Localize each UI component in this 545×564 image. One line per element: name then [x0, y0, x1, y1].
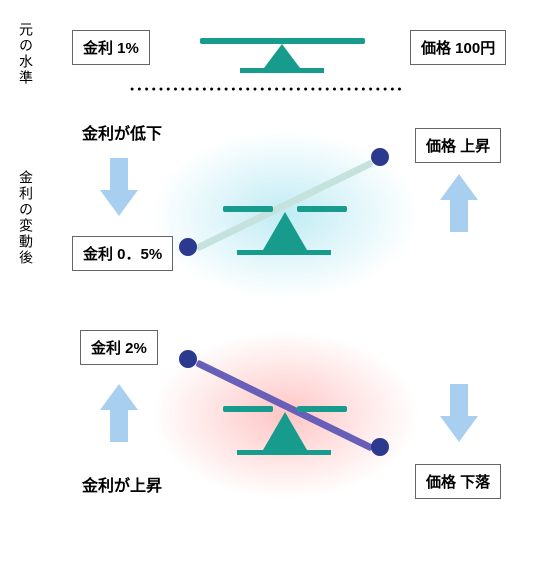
- seesaw-base: [237, 250, 331, 255]
- title-rate-up: 金利が上昇: [82, 472, 162, 496]
- section-label-after-change: 金利の変動後: [16, 170, 36, 266]
- seesaw-rate-up: [185, 340, 385, 480]
- seesaw-stub-right: [297, 206, 347, 212]
- title-rate-down: 金利が低下: [82, 120, 162, 144]
- seesaw-baseline: [200, 26, 365, 81]
- seesaw-ball-left: [179, 238, 197, 256]
- arrow-down-icon: [100, 158, 138, 216]
- box-base-rate: 金利 1%: [72, 30, 150, 65]
- seesaw-stub-right: [297, 406, 347, 412]
- seesaw-stub-left: [223, 206, 273, 212]
- divider-dots: ●●●●●●●●●●●●●●●●●●●●●●●●●●●●●●●●●●●●●●: [130, 86, 500, 93]
- section-label-baseline: 元の水準: [16, 22, 36, 86]
- seesaw-ball-left: [179, 350, 197, 368]
- seesaw-stub-left: [223, 406, 273, 412]
- arrow-up-icon: [100, 384, 138, 442]
- seesaw-base: [240, 68, 324, 73]
- seesaw-fulcrum: [263, 412, 307, 450]
- seesaw-ball-right: [371, 438, 389, 456]
- box-rate-2pct: 金利 2%: [80, 330, 158, 365]
- seesaw-fulcrum: [264, 44, 300, 68]
- arrow-down-icon: [440, 384, 478, 442]
- seesaw-rate-down: [185, 140, 385, 280]
- box-base-price: 価格 100円: [410, 30, 506, 65]
- arrow-up-icon: [440, 174, 478, 232]
- seesaw-ball-right: [371, 148, 389, 166]
- box-price-down: 価格 下落: [415, 464, 501, 499]
- box-rate-half: 金利 0．5%: [72, 236, 173, 271]
- box-price-up: 価格 上昇: [415, 128, 501, 163]
- seesaw-fulcrum: [263, 212, 307, 250]
- seesaw-base: [237, 450, 331, 455]
